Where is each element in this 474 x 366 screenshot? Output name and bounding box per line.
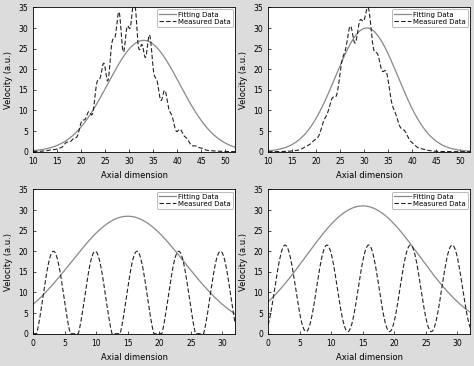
Fitting Data xyxy=(30,302,36,307)
Measured Data xyxy=(110,332,116,336)
X-axis label: Axial dimension: Axial dimension xyxy=(336,171,402,180)
Measured Data xyxy=(412,143,418,148)
Line: Fitting Data: Fitting Data xyxy=(33,216,235,314)
Fitting Data xyxy=(301,257,307,261)
Measured Data xyxy=(303,329,309,334)
Fitting Data xyxy=(317,235,323,240)
Measured Data xyxy=(30,149,36,154)
Measured Data xyxy=(218,249,223,253)
Fitting Data xyxy=(301,133,307,138)
Measured Data xyxy=(96,77,102,82)
Line: Fitting Data: Fitting Data xyxy=(268,206,470,312)
Fitting Data xyxy=(384,215,390,220)
Measured Data xyxy=(331,95,337,99)
Fitting Data xyxy=(150,41,155,46)
Fitting Data xyxy=(125,214,131,219)
Measured Data xyxy=(110,37,116,41)
Measured Data xyxy=(346,329,351,333)
Fitting Data xyxy=(182,93,188,97)
Legend: Fitting Data, Measured Data: Fitting Data, Measured Data xyxy=(156,191,233,209)
Measured Data xyxy=(265,322,271,327)
Fitting Data xyxy=(122,53,128,57)
Measured Data xyxy=(467,149,473,154)
Fitting Data xyxy=(82,243,88,247)
Fitting Data xyxy=(317,109,323,113)
Measured Data xyxy=(365,5,371,10)
Line: Measured Data: Measured Data xyxy=(268,7,470,152)
Measured Data xyxy=(393,312,399,317)
X-axis label: Axial dimension: Axial dimension xyxy=(100,353,167,362)
Line: Measured Data: Measured Data xyxy=(33,7,235,152)
Measured Data xyxy=(393,112,399,116)
Fitting Data xyxy=(150,225,155,229)
X-axis label: Axial dimension: Axial dimension xyxy=(100,171,167,180)
Fitting Data xyxy=(384,50,390,55)
Measured Data xyxy=(265,149,271,154)
Fitting Data xyxy=(418,122,423,126)
Fitting Data xyxy=(401,232,406,237)
Y-axis label: Velocity (a.u.): Velocity (a.u.) xyxy=(239,232,248,291)
Measured Data xyxy=(30,332,36,336)
Measured Data xyxy=(96,256,102,260)
Y-axis label: Velocity (a.u.): Velocity (a.u.) xyxy=(4,51,13,109)
Legend: Fitting Data, Measured Data: Fitting Data, Measured Data xyxy=(392,10,468,27)
Fitting Data xyxy=(356,204,362,208)
Measured Data xyxy=(176,249,182,254)
Measured Data xyxy=(411,142,417,147)
Measured Data xyxy=(130,5,136,10)
Fitting Data xyxy=(467,149,473,153)
Measured Data xyxy=(177,250,182,254)
Line: Measured Data: Measured Data xyxy=(268,245,470,332)
Y-axis label: Velocity (a.u.): Velocity (a.u.) xyxy=(239,51,248,109)
Fitting Data xyxy=(66,263,72,267)
Fitting Data xyxy=(265,300,271,304)
Fitting Data xyxy=(66,137,72,141)
Line: Fitting Data: Fitting Data xyxy=(33,40,235,151)
Fitting Data xyxy=(165,61,171,66)
Fitting Data xyxy=(30,149,36,153)
Fitting Data xyxy=(356,29,362,33)
Measured Data xyxy=(176,127,182,131)
Fitting Data xyxy=(401,87,406,92)
Measured Data xyxy=(55,257,60,261)
Fitting Data xyxy=(265,149,271,153)
Fitting Data xyxy=(360,204,366,208)
Measured Data xyxy=(412,253,418,257)
Measured Data xyxy=(408,243,413,247)
X-axis label: Axial dimension: Axial dimension xyxy=(336,353,402,362)
Fitting Data xyxy=(364,26,369,30)
Measured Data xyxy=(290,149,295,153)
Measured Data xyxy=(157,332,163,336)
Measured Data xyxy=(55,146,60,151)
Fitting Data xyxy=(165,240,171,245)
Measured Data xyxy=(178,127,183,132)
Measured Data xyxy=(290,266,295,270)
Line: Fitting Data: Fitting Data xyxy=(268,28,470,151)
Fitting Data xyxy=(122,214,128,219)
Fitting Data xyxy=(82,120,88,124)
Measured Data xyxy=(332,268,337,272)
Fitting Data xyxy=(182,261,188,266)
Fitting Data xyxy=(467,310,473,314)
Fitting Data xyxy=(232,145,238,149)
Measured Data xyxy=(467,325,473,330)
Measured Data xyxy=(232,321,238,325)
Line: Measured Data: Measured Data xyxy=(33,251,235,334)
Legend: Fitting Data, Measured Data: Fitting Data, Measured Data xyxy=(392,191,468,209)
Fitting Data xyxy=(232,312,238,316)
Measured Data xyxy=(413,257,419,261)
Fitting Data xyxy=(418,255,423,259)
Measured Data xyxy=(232,149,238,154)
Legend: Fitting Data, Measured Data: Fitting Data, Measured Data xyxy=(156,10,233,27)
Measured Data xyxy=(158,98,164,102)
Y-axis label: Velocity (a.u.): Velocity (a.u.) xyxy=(4,232,13,291)
Fitting Data xyxy=(141,38,146,42)
Measured Data xyxy=(345,32,351,37)
